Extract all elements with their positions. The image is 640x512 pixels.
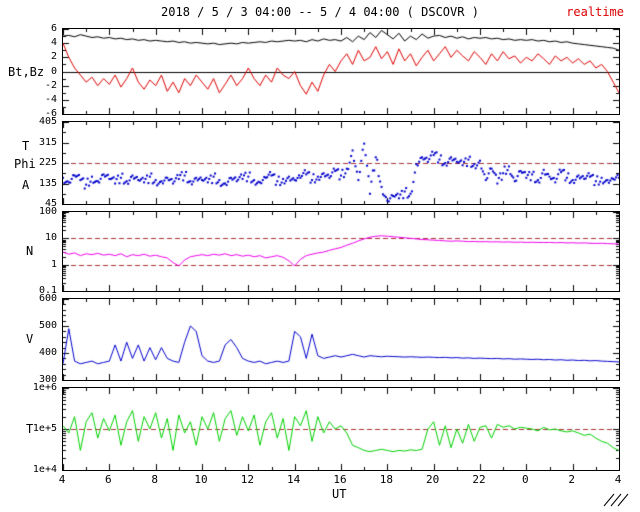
x-tick-label: 2 — [568, 473, 575, 486]
panel-density-ytick-labels: 100 10 1 0.1 — [18, 206, 60, 296]
panel-temperature: T 1e+6 1e+5 1e+4 — [0, 382, 640, 475]
panel-velocity-ytick-labels: 600 500 400 300 — [18, 293, 60, 385]
x-tick-label: 0 — [522, 473, 529, 486]
panel-temperature-ylabel: T — [26, 422, 34, 436]
y-tick-label: 135 — [38, 178, 57, 189]
y-tick-label: 45 — [44, 198, 57, 209]
y-tick-label: 10 — [44, 232, 57, 243]
panel-phi-ytick-labels: 405 315 225 135 45 — [18, 116, 60, 209]
x-tick-label: 8 — [151, 473, 158, 486]
y-tick-label: 300 — [38, 374, 57, 385]
y-tick-label: 1 — [50, 259, 57, 270]
x-tick-label: 6 — [105, 473, 112, 486]
y-tick-label: 1e+5 — [32, 423, 57, 434]
panel-bt-bz-ytick-labels: 6 4 2 0 -2 -4 -6 — [18, 23, 60, 119]
title-bar: 2018 / 5 / 3 04:00 -- 5 / 4 04:00 ( DSCO… — [0, 5, 640, 21]
panel-velocity-plot — [62, 298, 620, 381]
y-tick-label: -6 — [44, 108, 57, 119]
y-tick-label: 405 — [38, 116, 57, 127]
x-tick-label: 16 — [333, 473, 347, 486]
y-tick-label: -4 — [44, 94, 57, 105]
panel-phi: T Phi A 405 315 225 135 45 — [0, 116, 640, 209]
panel-temperature-ytick-labels: 1e+6 1e+5 1e+4 — [18, 382, 60, 475]
hatch-mark-icon — [603, 493, 629, 507]
panel-bt-bz-plot — [62, 28, 620, 115]
plot-title: 2018 / 5 / 3 04:00 -- 5 / 4 04:00 ( DSCO… — [161, 5, 479, 19]
y-tick-label: 0 — [50, 66, 57, 77]
y-tick-label: 500 — [38, 320, 57, 331]
panel-phi-ylabel-t: T — [22, 139, 30, 153]
y-tick-label: 0.1 — [38, 285, 57, 296]
y-tick-label: -2 — [44, 80, 57, 91]
panel-density-plot — [62, 211, 620, 292]
y-tick-label: 6 — [50, 23, 57, 34]
y-tick-label: 315 — [38, 137, 57, 148]
y-tick-label: 4 — [50, 37, 57, 48]
x-tick-label: 22 — [472, 473, 486, 486]
x-tick-label: 12 — [240, 473, 254, 486]
panel-phi-plot — [62, 121, 620, 205]
panel-phi-ylabel-phi: Phi — [14, 157, 36, 171]
panel-velocity: V 600 500 400 300 — [0, 293, 640, 385]
panel-density: N 100 10 1 0.1 — [0, 206, 640, 296]
x-tick-label: 14 — [287, 473, 301, 486]
panel-bt-bz-ylabel: Bt,Bz — [8, 65, 45, 79]
panel-phi-ylabel-a: A — [22, 178, 30, 192]
x-tick-label: 4 — [614, 473, 622, 486]
y-tick-label: 400 — [38, 347, 57, 358]
panel-temperature-plot — [62, 387, 620, 471]
x-tick-label: 4 — [58, 473, 66, 486]
x-tick-label: 10 — [194, 473, 208, 486]
realtime-label: realtime — [566, 5, 624, 19]
y-tick-label: 100 — [38, 206, 57, 217]
y-tick-label: 2 — [50, 51, 57, 62]
x-tick-label: 18 — [379, 473, 393, 486]
panel-velocity-ylabel: V — [26, 332, 34, 346]
panel-bt-bz: Bt,Bz 6 4 2 0 -2 -4 -6 — [0, 23, 640, 119]
y-tick-label: 600 — [38, 293, 57, 304]
panel-density-ylabel: N — [26, 244, 34, 258]
y-tick-label: 225 — [38, 157, 57, 168]
y-tick-label: 1e+4 — [32, 464, 57, 475]
x-axis-title: UT — [332, 487, 347, 501]
x-axis-tick-labels: 4 6 8 10 12 14 16 18 20 22 0 2 4 — [0, 473, 640, 486]
y-tick-label: 1e+6 — [32, 382, 57, 393]
x-tick-label: 20 — [426, 473, 440, 486]
